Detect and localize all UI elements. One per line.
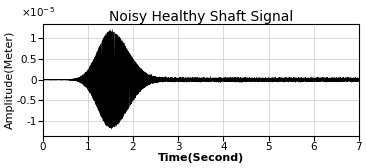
X-axis label: Time(Second): Time(Second) xyxy=(158,153,244,163)
Text: $\times10^{-5}$: $\times10^{-5}$ xyxy=(21,6,55,19)
Title: Noisy Healthy Shaft Signal: Noisy Healthy Shaft Signal xyxy=(109,10,293,24)
Y-axis label: Amplitude(Meter): Amplitude(Meter) xyxy=(5,30,15,129)
